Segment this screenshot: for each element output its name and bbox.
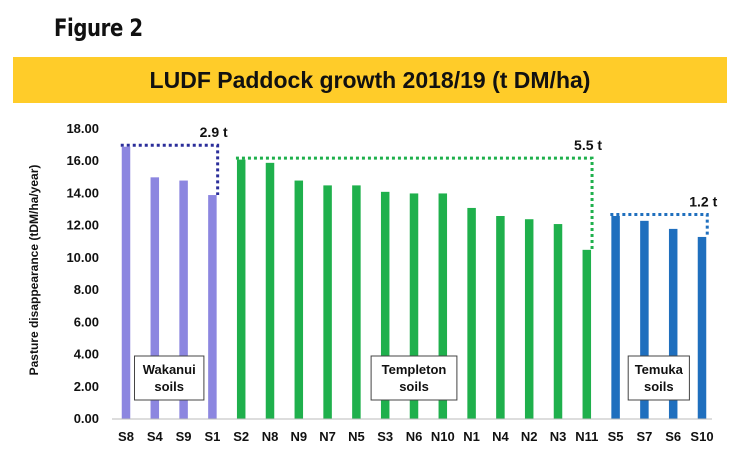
bar-n5: [352, 185, 361, 419]
y-axis-ticks: 0.00 2.00 4.00 6.00 8.00 10.00 12.00 14.00 16.00…: [66, 121, 99, 426]
bar-n3: [553, 224, 563, 419]
x-tick-label: N7: [319, 429, 336, 444]
group-label-box: [370, 355, 458, 401]
difference-label: 5.5 t: [574, 137, 602, 153]
bars: [121, 146, 707, 420]
y-tick-label: 6.00: [74, 314, 99, 329]
group-label-box: [134, 355, 205, 401]
soil-group-labels: Wakanui soils Templeton soils Temuka soils: [134, 355, 690, 401]
group-label-line1: Temuka: [635, 362, 684, 377]
y-tick-label: 18.00: [66, 121, 99, 136]
x-tick-label: N3: [550, 429, 567, 444]
x-tick-label: N2: [521, 429, 538, 444]
x-tick-label: N8: [262, 429, 279, 444]
x-tick-label: N11: [575, 429, 598, 444]
group-label-line1: Templeton: [382, 362, 447, 377]
chart-title-bar: LUDF Paddock growth 2018/19 (t DM/ha): [13, 57, 727, 103]
difference-label: 1.2 t: [689, 194, 717, 210]
x-tick-label: S2: [233, 429, 249, 444]
x-tick-label: S7: [636, 429, 652, 444]
x-tick-label: S10: [690, 429, 713, 444]
group-label-line1: Wakanui: [143, 362, 196, 377]
bar-s10: [697, 236, 707, 419]
x-axis-ticks: S8 S4 S9 S1 S2 N8 N9 N7 N5 S3 N6 N10 N1 N4 N2 N3 N11 S5 S7…: [118, 429, 714, 444]
bar-n7: [323, 185, 332, 419]
group-label-box: [627, 355, 690, 401]
bar-n6: [409, 193, 419, 419]
difference-bracket: [610, 213, 709, 237]
x-tick-label: S9: [176, 429, 192, 444]
figure-label: Figure 2: [54, 14, 143, 42]
bar-n11: [582, 249, 592, 419]
bar-s8: [121, 146, 131, 419]
difference-bracket: [235, 156, 594, 250]
y-tick-label: 0.00: [74, 411, 99, 426]
bar-s6: [668, 228, 678, 419]
bar-s2: [236, 159, 246, 419]
bar-n4: [496, 216, 505, 419]
group-brackets: 2.9 t 5.5 t 1.2 t: [120, 124, 718, 250]
x-tick-label: N1: [463, 429, 480, 444]
x-tick-label: S1: [204, 429, 220, 444]
difference-bracket: [120, 143, 220, 196]
bar-n1: [467, 207, 476, 419]
x-tick-label: N9: [290, 429, 307, 444]
x-tick-label: S6: [665, 429, 681, 444]
x-tick-label: N10: [431, 429, 455, 444]
bar-n10: [438, 193, 448, 419]
bar-s9: [179, 180, 188, 419]
y-tick-label: 10.00: [66, 250, 99, 265]
bar-n9: [294, 180, 304, 419]
x-tick-label: N4: [492, 429, 509, 444]
bar-s3: [380, 191, 390, 419]
bar-n8: [265, 162, 275, 420]
y-axis-label: Pasture disappearance (tDM/ha/year): [27, 165, 41, 376]
x-tick-label: S5: [608, 429, 624, 444]
group-label-line2: soils: [644, 379, 674, 394]
bar-n2: [524, 219, 534, 419]
x-tick-label: N5: [348, 429, 365, 444]
difference-label: 2.9 t: [200, 124, 228, 140]
x-tick-label: S3: [377, 429, 393, 444]
y-tick-label: 4.00: [74, 347, 99, 362]
y-tick-label: 16.00: [66, 153, 99, 168]
group-label-line2: soils: [399, 379, 429, 394]
bar-s4: [150, 177, 160, 419]
bar-s1: [208, 195, 217, 419]
x-tick-label: S4: [147, 429, 164, 444]
y-tick-label: 14.00: [66, 185, 99, 200]
y-tick-label: 12.00: [66, 218, 99, 233]
y-tick-label: 2.00: [74, 379, 99, 394]
x-tick-label: S8: [118, 429, 134, 444]
x-tick-label: N6: [406, 429, 423, 444]
bar-s5: [611, 216, 620, 419]
chart-title: LUDF Paddock growth 2018/19 (t DM/ha): [149, 66, 591, 93]
bar-s7: [640, 220, 649, 419]
y-tick-label: 8.00: [74, 282, 99, 297]
group-label-line2: soils: [154, 379, 184, 394]
